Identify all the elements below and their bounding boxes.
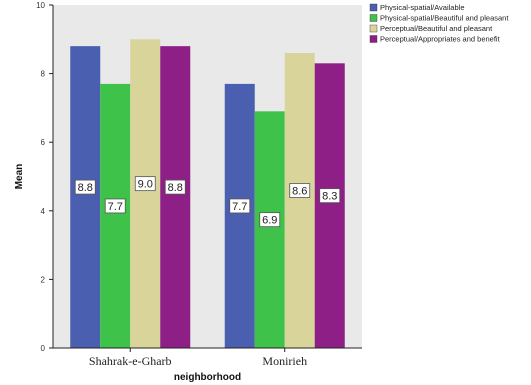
bar bbox=[70, 46, 101, 348]
y-tick-label: 4 bbox=[41, 207, 46, 216]
data-label-box bbox=[74, 179, 96, 195]
bar bbox=[314, 63, 345, 349]
bar bbox=[160, 46, 191, 348]
y-tick-label: 10 bbox=[36, 1, 45, 10]
y-axis: 0 2 4 6 8 10 bbox=[36, 1, 54, 353]
data-label: 6.9 bbox=[262, 215, 277, 227]
bar bbox=[254, 111, 285, 348]
data-label-box bbox=[319, 188, 341, 204]
legend: Physical-spatial/Available Physical-spati… bbox=[369, 3, 509, 44]
x-tick-label: Shahrak-e-Gharb bbox=[89, 354, 172, 368]
data-label-box bbox=[164, 179, 186, 195]
data-label: 9.0 bbox=[138, 179, 153, 191]
data-label: 8.8 bbox=[168, 182, 183, 194]
data-label-box bbox=[229, 198, 251, 214]
legend-swatch bbox=[369, 35, 378, 43]
data-label-box bbox=[134, 176, 156, 192]
y-axis-title: Mean bbox=[14, 164, 25, 190]
data-label-box bbox=[289, 183, 311, 198]
legend-label: Perceptual/Appropriates and benefit bbox=[380, 35, 501, 44]
legend-swatch bbox=[369, 3, 378, 12]
bar bbox=[224, 83, 255, 348]
legend-label: Physical-spatial/Available bbox=[380, 3, 465, 12]
legend-swatch bbox=[369, 14, 378, 22]
data-label-box bbox=[259, 212, 281, 228]
data-label: 8.6 bbox=[292, 186, 307, 198]
x-tick-label: Monirieh bbox=[262, 354, 307, 368]
x-axis-title: neighborhood bbox=[174, 372, 241, 383]
data-label: 8.8 bbox=[78, 182, 93, 194]
data-label-box bbox=[104, 198, 126, 214]
bar bbox=[284, 53, 315, 349]
x-axis: Shahrak-e-Gharb Monirieh bbox=[53, 347, 362, 368]
y-tick-label: 6 bbox=[41, 138, 46, 147]
data-label: 7.7 bbox=[108, 201, 123, 213]
data-label: 7.7 bbox=[232, 201, 247, 213]
y-tick-label: 2 bbox=[41, 275, 46, 284]
data-label: 8.3 bbox=[322, 191, 337, 203]
legend-label: Perceptual/Beautiful and pleasant bbox=[380, 24, 493, 33]
legend-label: Physical-spatial/Beautiful and pleasant bbox=[380, 14, 509, 23]
bar bbox=[130, 39, 161, 349]
y-tick-label: 0 bbox=[41, 344, 46, 353]
bars-group: 8.8 7.7 9.0 8.8 7.7 6.9 8.6 8.3 bbox=[70, 39, 345, 349]
legend-swatch bbox=[369, 24, 378, 33]
y-tick-label: 8 bbox=[41, 70, 46, 79]
bar bbox=[100, 83, 131, 348]
